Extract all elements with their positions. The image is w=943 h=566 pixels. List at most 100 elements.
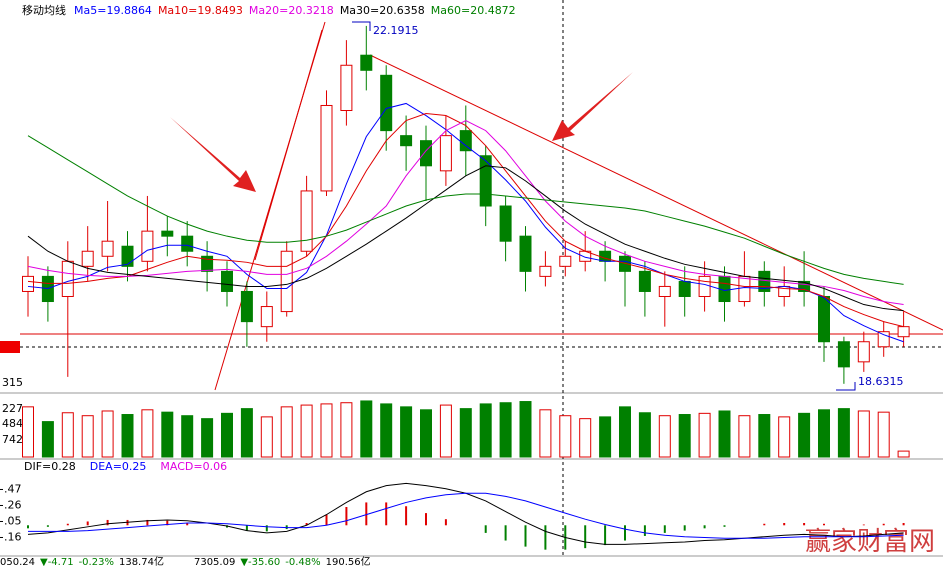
status-text: ▼-35.60: [240, 557, 280, 566]
volume-bar: [459, 408, 472, 458]
volume-bar: [201, 418, 214, 458]
candle-body: [280, 250, 293, 313]
watermark: 赢家财富网: [805, 527, 935, 557]
volume-bar: [101, 410, 114, 458]
candle-body: [240, 290, 253, 323]
volume-bar: [400, 406, 413, 458]
candle-body: [181, 235, 194, 252]
volume-bar: [280, 406, 293, 458]
volume-bar: [300, 404, 313, 458]
candle-body: [658, 285, 671, 297]
candle-body: [41, 275, 54, 303]
volume-axis-label: 227: [2, 402, 23, 415]
candle-body: [380, 74, 393, 132]
volume-bar: [121, 414, 134, 458]
macd-line: [28, 492, 904, 539]
volume-bar: [818, 409, 830, 458]
volume-bar: [479, 403, 492, 458]
candle-body: [420, 140, 432, 167]
macd-legend-entry: DIF=0.28: [24, 460, 76, 473]
volume-bar: [778, 416, 791, 458]
ma-line: [27, 165, 904, 312]
candle-body: [221, 270, 233, 292]
status-text: 7305.09: [194, 557, 235, 566]
macd-tick-label: .16: [4, 530, 22, 543]
status-text: -0.48%: [285, 557, 320, 566]
legend-entry: Ma20=20.3218: [249, 4, 334, 17]
candle-body: [141, 230, 154, 262]
volume-bar: [897, 450, 910, 458]
candle-body: [360, 54, 373, 71]
legend-entry: Ma30=20.6358: [340, 4, 425, 17]
volume-bar: [81, 415, 94, 458]
candle-body: [698, 275, 711, 297]
status-text: 138.74亿: [119, 555, 164, 566]
volume-bar: [260, 416, 273, 458]
candle-body: [857, 341, 870, 363]
legend-entry: Ma60=20.4872: [431, 4, 516, 17]
candle-body: [638, 270, 651, 292]
macd-legend-entry: DEA=0.25: [90, 460, 147, 473]
volume-bar: [340, 402, 353, 458]
volume-axis-label: 742: [2, 433, 23, 446]
status-text: -0.23%: [79, 557, 114, 566]
candle-body: [837, 341, 850, 368]
volume-bar: [420, 409, 432, 458]
annotation-leader: [352, 21, 371, 31]
volume-bar: [181, 415, 194, 458]
trend-line: [369, 54, 943, 331]
volume-bar: [877, 411, 890, 458]
volume-bar: [240, 408, 253, 458]
macd-tick-label: .05: [4, 514, 22, 527]
volume-axis-label: 484: [2, 417, 23, 430]
volume-bar: [380, 403, 393, 458]
volume-bar: [161, 411, 174, 458]
annotation-leader: [836, 382, 856, 391]
macd-legend-entry: MACD=0.06: [160, 460, 227, 473]
volume-bar: [221, 412, 233, 458]
volume-bar: [499, 402, 512, 458]
candle-body: [101, 240, 114, 257]
price-axis-label: 315: [2, 376, 23, 389]
candle-body: [61, 260, 74, 297]
volume-bar: [519, 401, 532, 458]
candle-body: [340, 64, 353, 112]
candle-body: [81, 250, 94, 267]
volume-bar: [439, 404, 452, 458]
candle-body: [260, 306, 273, 328]
status-text: 190.56亿: [326, 555, 371, 566]
candle-body: [678, 280, 691, 297]
volume-bar: [738, 415, 751, 458]
macd-tick-label: .26: [4, 498, 22, 511]
volume-bar: [638, 412, 651, 458]
candle-body: [798, 280, 811, 292]
candle-body: [400, 135, 413, 147]
candle-body: [897, 326, 910, 338]
arrow: [552, 72, 633, 141]
candle-body: [439, 135, 452, 172]
candle-body: [300, 190, 313, 252]
trend-line: [254, 29, 323, 261]
volume-bar: [857, 410, 870, 458]
candle-body: [818, 295, 830, 343]
volume-bar: [360, 400, 373, 458]
price-marker: [0, 341, 20, 353]
volume-bar: [798, 412, 811, 458]
legend-title: 移动均线: [22, 3, 66, 17]
high-annotation: 22.1915: [373, 24, 419, 37]
candle-body: [499, 205, 512, 242]
volume-bar: [61, 412, 74, 458]
volume-bar: [579, 418, 592, 458]
candle-body: [877, 331, 890, 348]
candle-body: [519, 235, 532, 272]
volume-bar: [619, 406, 631, 458]
volume-bar: [41, 421, 54, 458]
candle-body: [539, 265, 552, 277]
candle-body: [121, 245, 134, 267]
volume-bar: [658, 415, 671, 458]
volume-bar: [141, 409, 154, 458]
candle-body: [559, 255, 572, 267]
volume-bar: [718, 410, 731, 458]
volume-bar: [758, 414, 771, 458]
